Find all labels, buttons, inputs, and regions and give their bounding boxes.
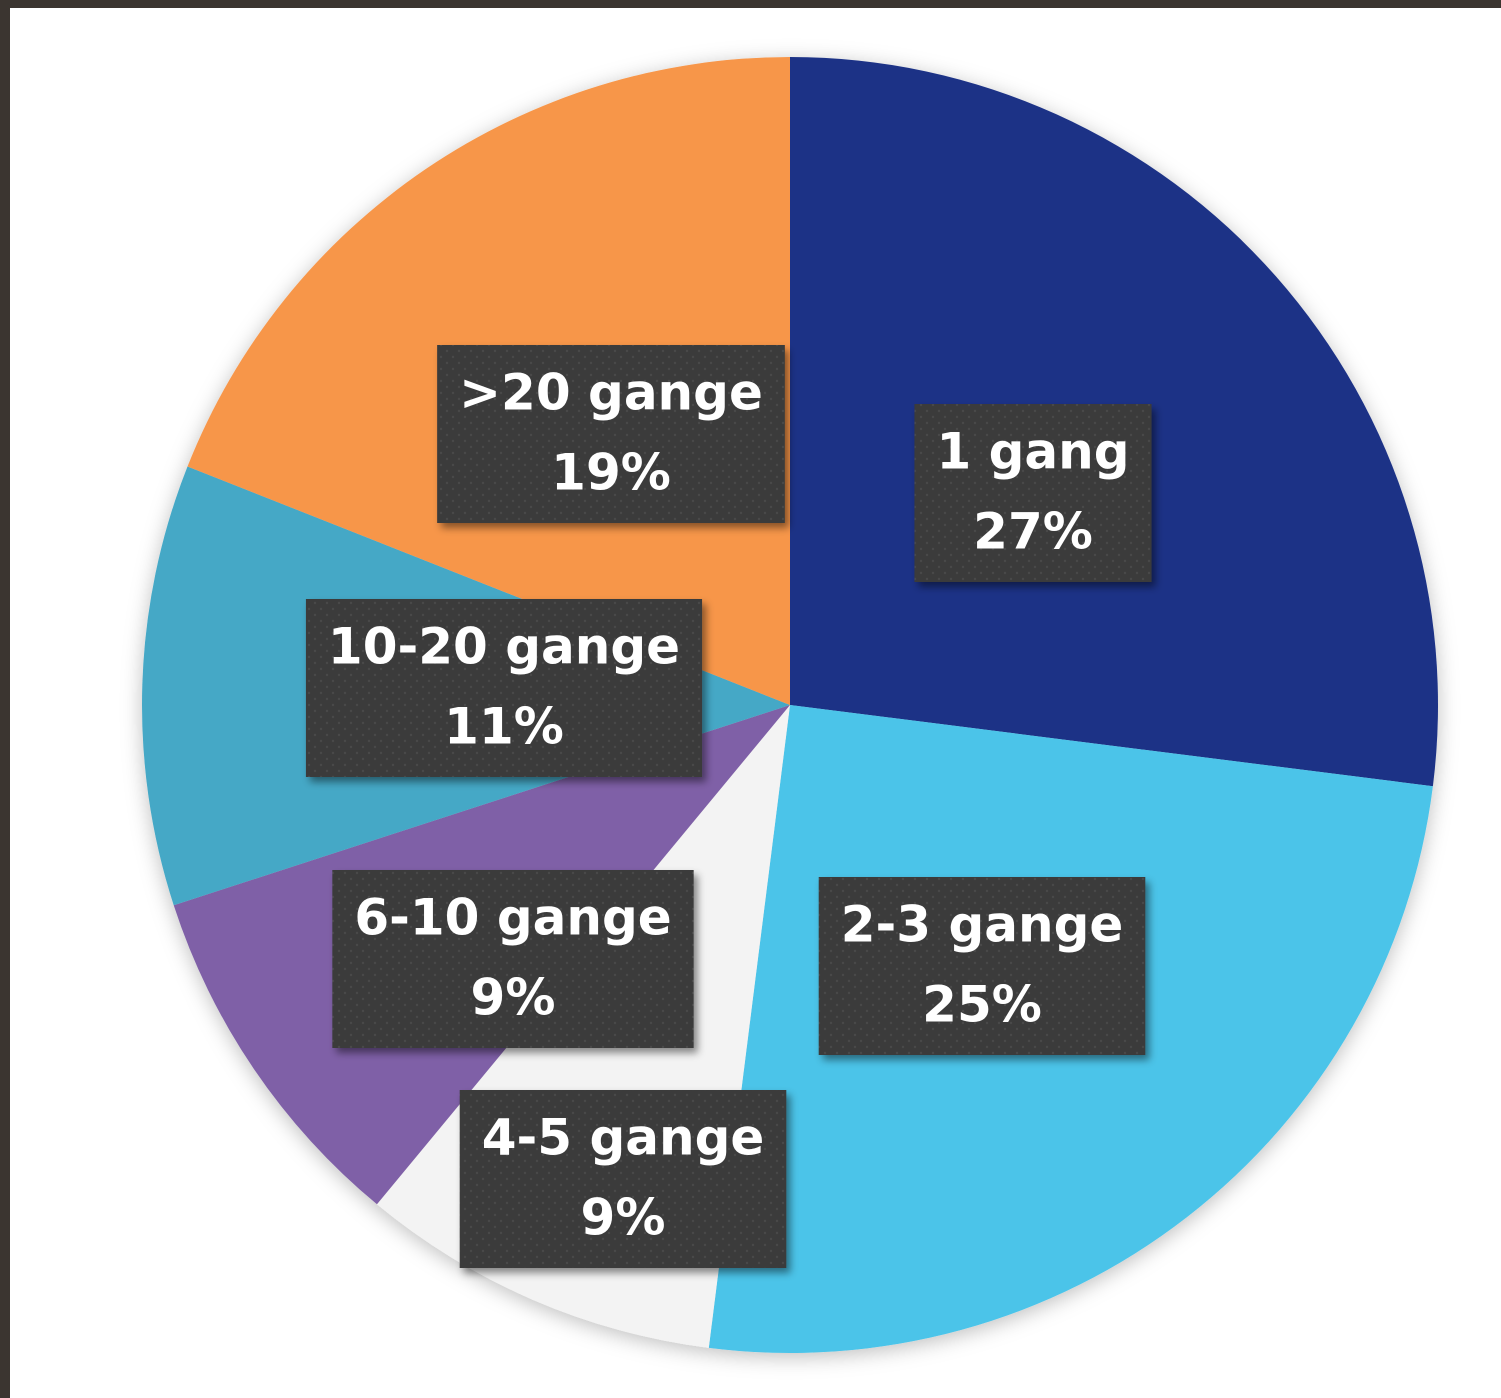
label-box [818, 877, 1146, 1055]
value-label: 11% [444, 698, 564, 756]
value-label: 19% [551, 444, 671, 502]
label-box [914, 404, 1152, 582]
data-label: 4-5 gange 9% [459, 1090, 787, 1268]
data-label: >20 gange 19% [437, 345, 785, 523]
data-label: 1 gang 27% [914, 404, 1152, 582]
value-label: 9% [581, 1189, 666, 1247]
value-label: 9% [471, 969, 556, 1027]
category-label: 2-3 gange [841, 896, 1124, 954]
category-label: 1 gang [936, 423, 1129, 481]
category-label: >20 gange [459, 364, 763, 422]
label-box [305, 599, 703, 777]
label-box [459, 1090, 787, 1268]
data-label: 2-3 gange 25% [818, 877, 1146, 1055]
data-label: 10-20 gange 11% [305, 599, 703, 777]
value-label: 27% [973, 503, 1093, 561]
category-label: 6-10 gange [354, 889, 671, 947]
value-label: 25% [922, 976, 1042, 1034]
label-box [437, 345, 785, 523]
data-label: 6-10 gange 9% [332, 870, 694, 1048]
category-label: 10-20 gange [328, 618, 680, 676]
label-box [332, 870, 694, 1048]
category-label: 4-5 gange [482, 1109, 765, 1167]
